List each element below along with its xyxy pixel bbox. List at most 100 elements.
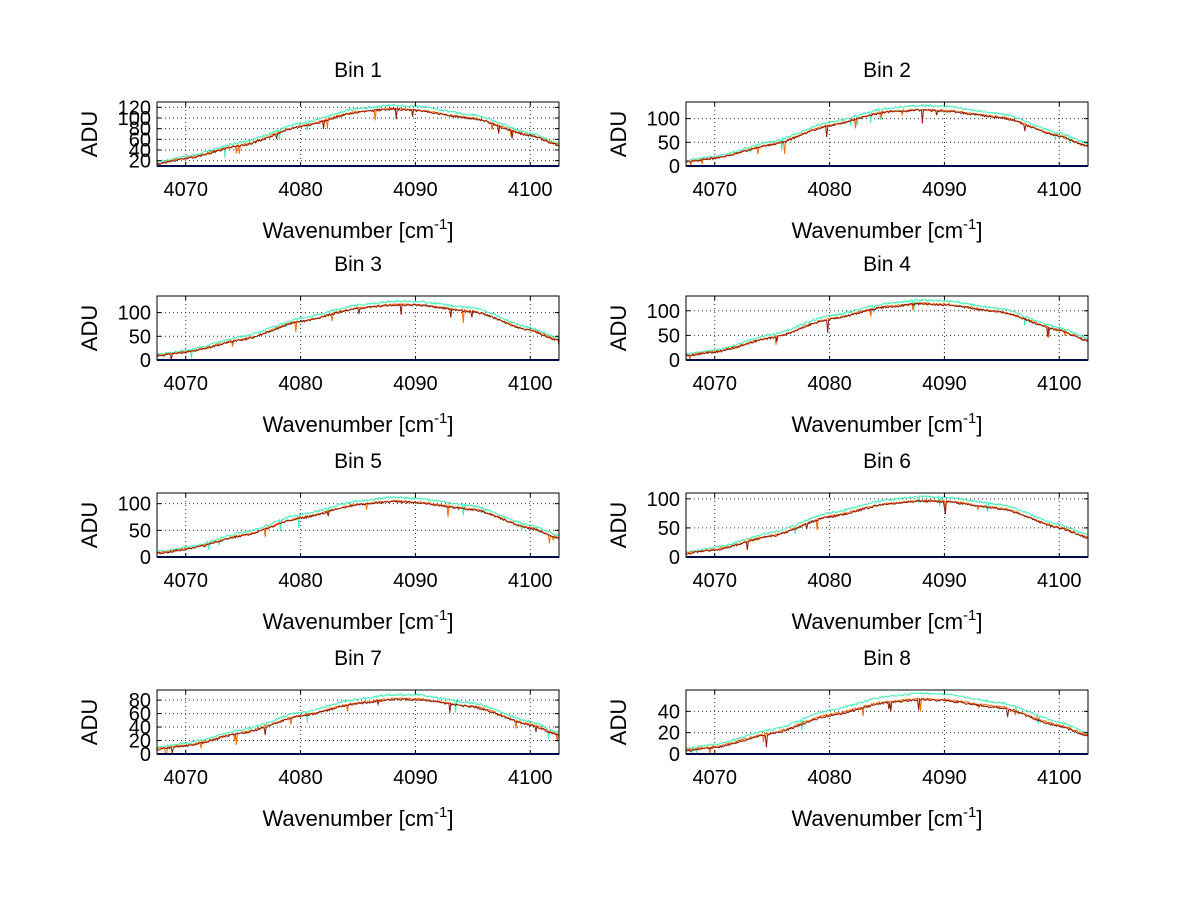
series-line-1 [685, 691, 1089, 755]
plot-frame [685, 689, 1089, 755]
x-axis-label-main: Wavenumber [cm [262, 806, 434, 831]
x-axis-label: Wavenumber [cm-1] [791, 804, 982, 831]
series-line-1 [156, 693, 560, 748]
y-tick-label: 80 [129, 119, 151, 141]
series-line-2 [685, 697, 1089, 755]
x-axis-label-main: Wavenumber [cm [262, 609, 434, 634]
subplot-title: Bin 4 [863, 253, 911, 276]
series-line-3 [156, 107, 560, 166]
x-tick-label: 4100 [1037, 767, 1082, 789]
series-line-3 [685, 302, 1089, 357]
x-axis-label-exponent: -1 [963, 410, 976, 427]
subplot-title: Bin 5 [334, 450, 382, 473]
x-axis-label-exponent: -1 [434, 216, 447, 233]
plot-frame [685, 101, 1089, 167]
x-tick-label: 4100 [1037, 373, 1082, 395]
series-line-3 [156, 697, 560, 754]
subplot-title: Bin 7 [334, 647, 382, 670]
plot-frame [685, 492, 1089, 558]
x-tick-label: 4100 [508, 570, 553, 592]
subplot-title: Bin 3 [334, 253, 382, 276]
x-axis-label-end: ] [447, 609, 453, 634]
y-axis-label: ADU [606, 699, 631, 745]
y-tick-label: 100 [647, 109, 680, 131]
plot-frame [685, 295, 1089, 361]
x-axis-label-main: Wavenumber [cm [262, 218, 434, 243]
series-line-3 [685, 698, 1089, 752]
x-axis-label-end: ] [447, 412, 453, 437]
subplot-title: Bin 1 [334, 59, 382, 82]
x-axis-label: Wavenumber [cm-1] [791, 410, 982, 437]
series-line-3 [156, 500, 560, 555]
y-tick-label: 40 [129, 140, 151, 162]
x-axis-label-end: ] [447, 218, 453, 243]
x-axis-label-exponent: -1 [434, 804, 447, 821]
x-tick-label: 4080 [807, 570, 852, 592]
x-axis-label: Wavenumber [cm-1] [262, 410, 453, 437]
x-axis-label-main: Wavenumber [cm [791, 806, 963, 831]
x-axis-label-exponent: -1 [963, 804, 976, 821]
x-tick-label: 4100 [508, 373, 553, 395]
plot-frame [156, 492, 560, 558]
y-tick-label: 0 [140, 547, 151, 569]
series-line-1 [156, 495, 560, 554]
y-tick-label: 0 [669, 744, 680, 766]
series-line-1 [156, 103, 560, 163]
y-tick-label: 100 [118, 303, 151, 325]
x-tick-label: 4080 [278, 767, 323, 789]
plot-frame [156, 295, 560, 361]
y-tick-label: 20 [129, 151, 151, 173]
x-tick-label: 4070 [163, 767, 208, 789]
x-tick-label: 4090 [393, 373, 438, 395]
y-tick-label: 0 [140, 744, 151, 766]
y-tick-label: 50 [658, 325, 680, 347]
series-line-3 [156, 303, 560, 361]
x-tick-label: 4080 [807, 179, 852, 201]
x-tick-label: 4090 [922, 179, 967, 201]
subplot-title: Bin 2 [863, 59, 911, 82]
x-axis-label: Wavenumber [cm-1] [262, 607, 453, 634]
x-axis-label: Wavenumber [cm-1] [262, 804, 453, 831]
x-tick-label: 4090 [393, 767, 438, 789]
y-tick-label: 120 [118, 97, 151, 119]
subplot-title: Bin 8 [863, 647, 911, 670]
x-tick-label: 4100 [508, 179, 553, 201]
subplot-5: 4070 4080 4090 4100 0 50 100 Bin 5 Wavenumber [c… [77, 450, 560, 634]
x-axis-label-exponent: -1 [963, 607, 976, 624]
x-tick-label: 4100 [1037, 179, 1082, 201]
series-line-3 [685, 499, 1089, 555]
y-axis-label: ADU [77, 305, 102, 351]
x-tick-label: 4080 [278, 179, 323, 201]
y-tick-label: 100 [647, 489, 680, 511]
series-line-1 [685, 494, 1089, 553]
series-line-2 [156, 302, 560, 357]
x-tick-label: 4070 [163, 373, 208, 395]
y-tick-label: 60 [129, 704, 151, 726]
y-tick-label: 100 [118, 494, 151, 516]
y-tick-label: 20 [658, 723, 680, 745]
subplot-title: Bin 6 [863, 450, 911, 473]
plot-frame [156, 689, 560, 755]
y-tick-label: 100 [647, 301, 680, 323]
y-axis-label: ADU [606, 502, 631, 548]
y-tick-label: 50 [129, 326, 151, 348]
x-tick-label: 4100 [508, 767, 553, 789]
series-line-2 [156, 697, 560, 755]
y-tick-label: 50 [658, 132, 680, 154]
x-axis-label-exponent: -1 [434, 410, 447, 427]
y-tick-label: 20 [129, 731, 151, 753]
y-tick-label: 0 [669, 156, 680, 178]
series-line-3 [685, 108, 1089, 163]
x-tick-label: 4070 [692, 570, 737, 592]
x-tick-label: 4070 [692, 179, 737, 201]
x-tick-label: 4090 [922, 373, 967, 395]
y-axis-label: ADU [77, 699, 102, 745]
plot-frame [156, 101, 560, 167]
x-tick-label: 4090 [922, 767, 967, 789]
